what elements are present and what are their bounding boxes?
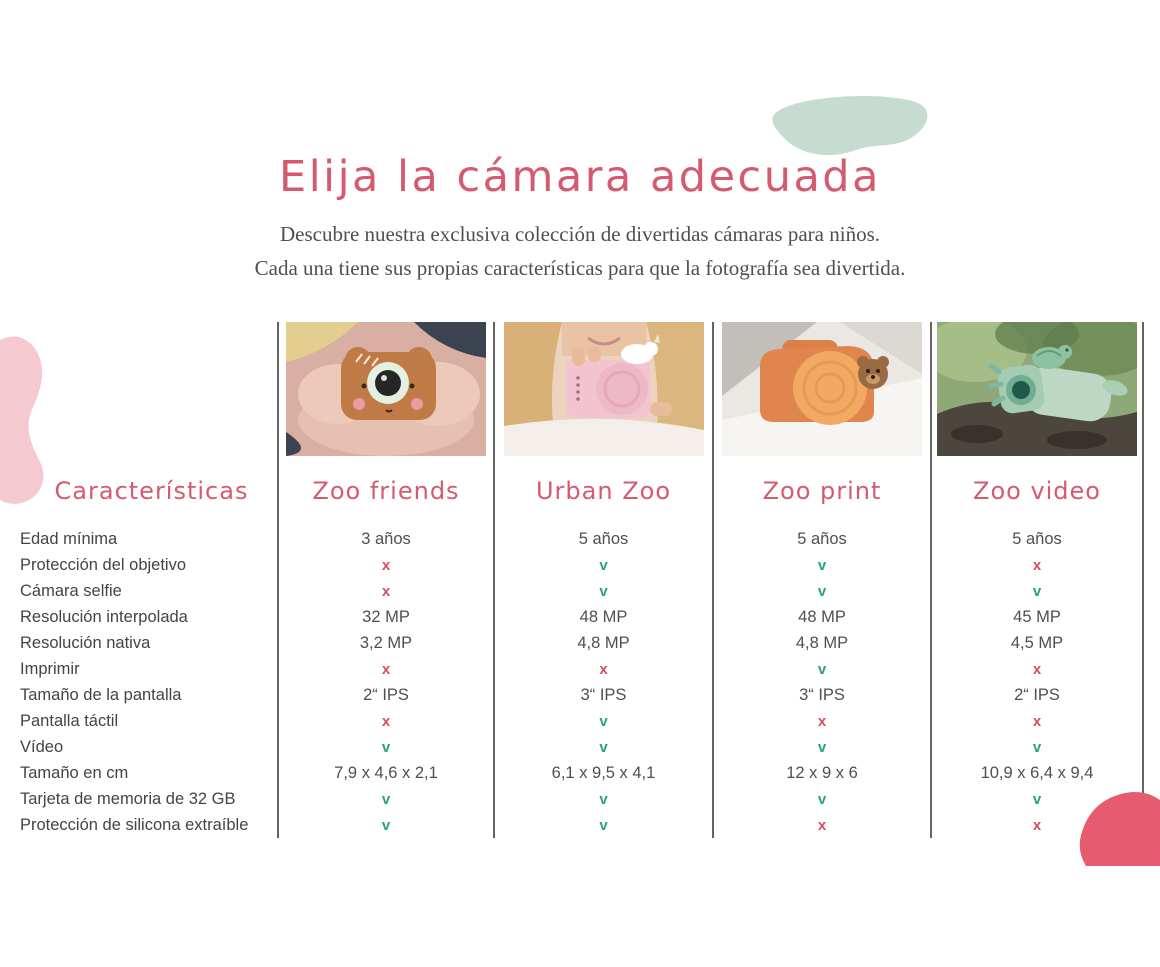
feature-labels: Edad mínima Protección del objetivo Cáma…: [0, 526, 277, 838]
cell-value: v: [599, 712, 608, 730]
product-photo-zoo-print: [714, 322, 930, 456]
cell-value: 10,9 x 6,4 x 9,4: [980, 763, 1094, 782]
cell-value: v: [599, 582, 608, 600]
cell-value: v: [599, 738, 608, 756]
cell-value: x: [599, 660, 608, 678]
feature-label: Resolución nativa: [20, 633, 151, 652]
cell-value: 5 años: [578, 529, 629, 548]
product-column-zoo-video: Zoo video 5 años x v 45 MP 4,5 MP x 2“ I…: [930, 322, 1144, 838]
feature-label: Vídeo: [20, 737, 64, 756]
urban-zoo-pink-camera-illustration: [503, 322, 704, 456]
feature-label: Imprimir: [20, 659, 80, 678]
cell-value: 3“ IPS: [799, 685, 845, 704]
cell-value: 48 MP: [579, 607, 628, 626]
product-name-urban-zoo: Urban Zoo: [535, 477, 672, 505]
product-name-zoo-video: Zoo video: [973, 477, 1101, 505]
feature-label: Cámara selfie: [20, 581, 122, 600]
cell-value: 4,5 MP: [1010, 633, 1064, 652]
feature-label: Edad mínima: [20, 529, 118, 548]
zoo-print-orange-camera-illustration: [722, 322, 922, 456]
cell-value: 2“ IPS: [363, 685, 409, 704]
product-values-zoo-video: 5 años x v 45 MP 4,5 MP x 2“ IPS x v 10,…: [932, 526, 1142, 838]
feature-label: Protección de silicona extraíble: [20, 815, 249, 834]
cell-value: 3,2 MP: [359, 633, 413, 652]
cell-value: v: [817, 660, 827, 678]
cell-value: x: [1032, 712, 1042, 730]
page-subtitle: Descubre nuestra exclusiva colección de …: [0, 217, 1160, 285]
cell-value: 48 MP: [798, 607, 846, 626]
zoo-video-mint-camera-illustration: [937, 322, 1137, 456]
cell-value: x: [381, 582, 391, 600]
product-name-zoo-friends: Zoo friends: [312, 477, 460, 505]
cell-value: 3“ IPS: [580, 685, 627, 704]
cell-value: x: [1032, 816, 1042, 834]
cell-value: 4,8 MP: [577, 633, 630, 652]
cell-value: x: [381, 556, 391, 574]
cell-value: v: [599, 556, 608, 574]
cell-value: 45 MP: [1013, 607, 1061, 626]
cell-value: v: [381, 790, 391, 808]
cell-value: v: [381, 816, 391, 834]
cell-value: x: [1032, 556, 1042, 574]
cell-value: v: [1032, 790, 1042, 808]
page-header: Elija la cámara adecuada Descubre nuestr…: [0, 0, 1160, 285]
product-photo-zoo-video: [932, 322, 1142, 456]
product-column-zoo-print: Zoo print 5 años v v 48 MP 4,8 MP v 3“ I…: [712, 322, 930, 838]
cell-value: x: [1032, 660, 1042, 678]
cell-value: 5 años: [797, 529, 847, 548]
features-column-spacer: [0, 322, 277, 456]
cell-value: x: [817, 816, 827, 834]
cell-value: 5 años: [1012, 529, 1062, 548]
subtitle-line-1: Descubre nuestra exclusiva colección de …: [280, 222, 880, 246]
cell-value: 2“ IPS: [1014, 685, 1060, 704]
cell-value: 12 x 9 x 6: [786, 763, 858, 782]
feature-label: Tamaño de la pantalla: [20, 685, 182, 704]
cell-value: x: [817, 712, 827, 730]
cell-value: v: [1032, 738, 1042, 756]
cell-value: x: [381, 660, 391, 678]
product-column-urban-zoo: Urban Zoo 5 años v v 48 MP 4,8 MP x 3“ I…: [493, 322, 712, 838]
page-title: Elija la cámara adecuada: [279, 152, 881, 202]
cell-value: v: [599, 816, 608, 834]
product-name-zoo-print: Zoo print: [762, 477, 882, 505]
features-header: Características: [54, 477, 249, 505]
cell-value: v: [817, 556, 827, 574]
cell-value: v: [817, 790, 827, 808]
product-photo-zoo-friends: [279, 322, 493, 456]
features-column: Características Edad mínima Protección d…: [0, 322, 277, 838]
cell-value: 7,9 x 4,6 x 2,1: [334, 763, 438, 782]
product-photo-urban-zoo: [495, 322, 712, 456]
product-column-zoo-friends: Zoo friends 3 años x x 32 MP 3,2 MP x 2“…: [277, 322, 493, 838]
cell-value: v: [599, 790, 608, 808]
cell-value: v: [817, 738, 827, 756]
feature-label: Tamaño en cm: [20, 763, 129, 782]
product-values-zoo-friends: 3 años x x 32 MP 3,2 MP x 2“ IPS x v 7,9…: [279, 526, 493, 838]
cell-value: x: [381, 712, 391, 730]
feature-label: Tarjeta de memoria de 32 GB: [20, 789, 236, 808]
subtitle-line-2: Cada una tiene sus propias característic…: [254, 256, 906, 281]
feature-label: Resolución interpolada: [20, 607, 188, 626]
comparison-table: Características Edad mínima Protección d…: [0, 322, 1144, 838]
cell-value: v: [817, 582, 827, 600]
cell-value: 32 MP: [362, 607, 410, 626]
zoo-friends-bear-camera-illustration: [286, 322, 486, 456]
cell-value: 4,8 MP: [795, 633, 849, 652]
product-values-zoo-print: 5 años v v 48 MP 4,8 MP v 3“ IPS x v 12 …: [714, 526, 930, 838]
product-values-urban-zoo: 5 años v v 48 MP 4,8 MP x 3“ IPS v v 6,1…: [495, 526, 712, 838]
feature-label: Pantalla táctil: [20, 711, 119, 730]
cell-value: v: [381, 738, 391, 756]
cell-value: v: [1032, 582, 1042, 600]
feature-label: Protección del objetivo: [20, 555, 187, 574]
cell-value: 3 años: [361, 529, 411, 548]
cell-value: 6,1 x 9,5 x 4,1: [551, 763, 656, 782]
